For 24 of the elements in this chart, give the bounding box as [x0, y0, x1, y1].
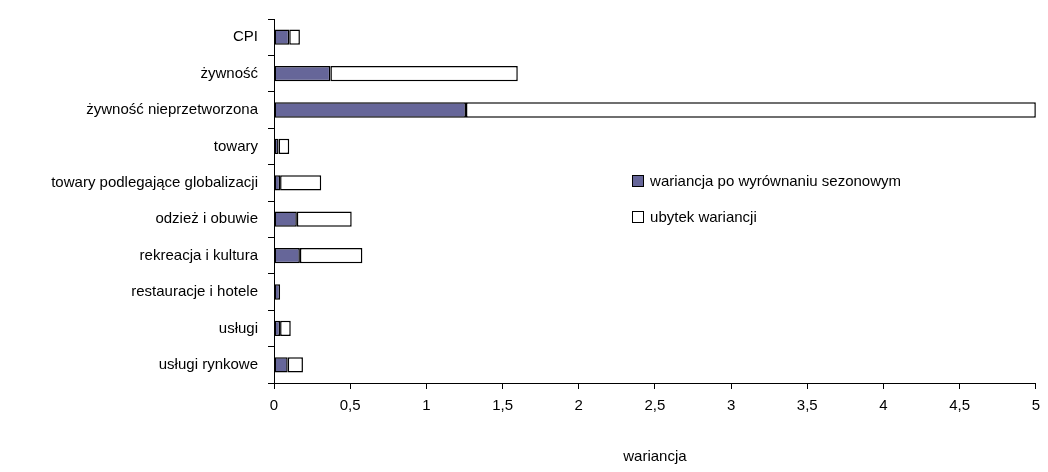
x-tick-label: 1,5 — [492, 396, 513, 414]
y-tick-label: restauracje i hotele — [131, 282, 258, 300]
x-tick-label: 3,5 — [796, 396, 818, 414]
x-tick-label: 2,5 — [644, 396, 666, 414]
y-tick-label: usługi — [218, 318, 258, 336]
x-tick-label: 4,5 — [949, 396, 971, 414]
y-tick-label: towary podlegające globalizacji — [51, 172, 258, 190]
x-tick-label: 0 — [269, 396, 279, 414]
y-tick-label: usługi rynkowe — [158, 354, 258, 372]
text: ubytek wariancji — [650, 206, 757, 227]
y-tick-label: rekreacja i kultura — [139, 245, 259, 263]
x-tick-label: 5 — [1031, 396, 1040, 414]
y-tick-label: żywność — [200, 63, 259, 81]
y-tick-label: CPI — [232, 27, 258, 45]
x-tick-label: 3 — [726, 396, 736, 414]
x-tick-label: 0,5 — [339, 396, 361, 414]
y-tick-label: odzież i obuwie — [155, 209, 258, 227]
y-tick-label: żywność nieprzetworzona — [86, 100, 259, 118]
x-tick-label: 2 — [574, 396, 583, 414]
x-tick-label: 4 — [879, 396, 888, 414]
y-tick-label: towary — [213, 136, 259, 154]
x-tick-label: 1 — [422, 396, 431, 414]
x-axis-title: wariancja — [622, 447, 688, 465]
legend-label: wariancja po wyrównaniu sezonowym — [650, 170, 901, 191]
